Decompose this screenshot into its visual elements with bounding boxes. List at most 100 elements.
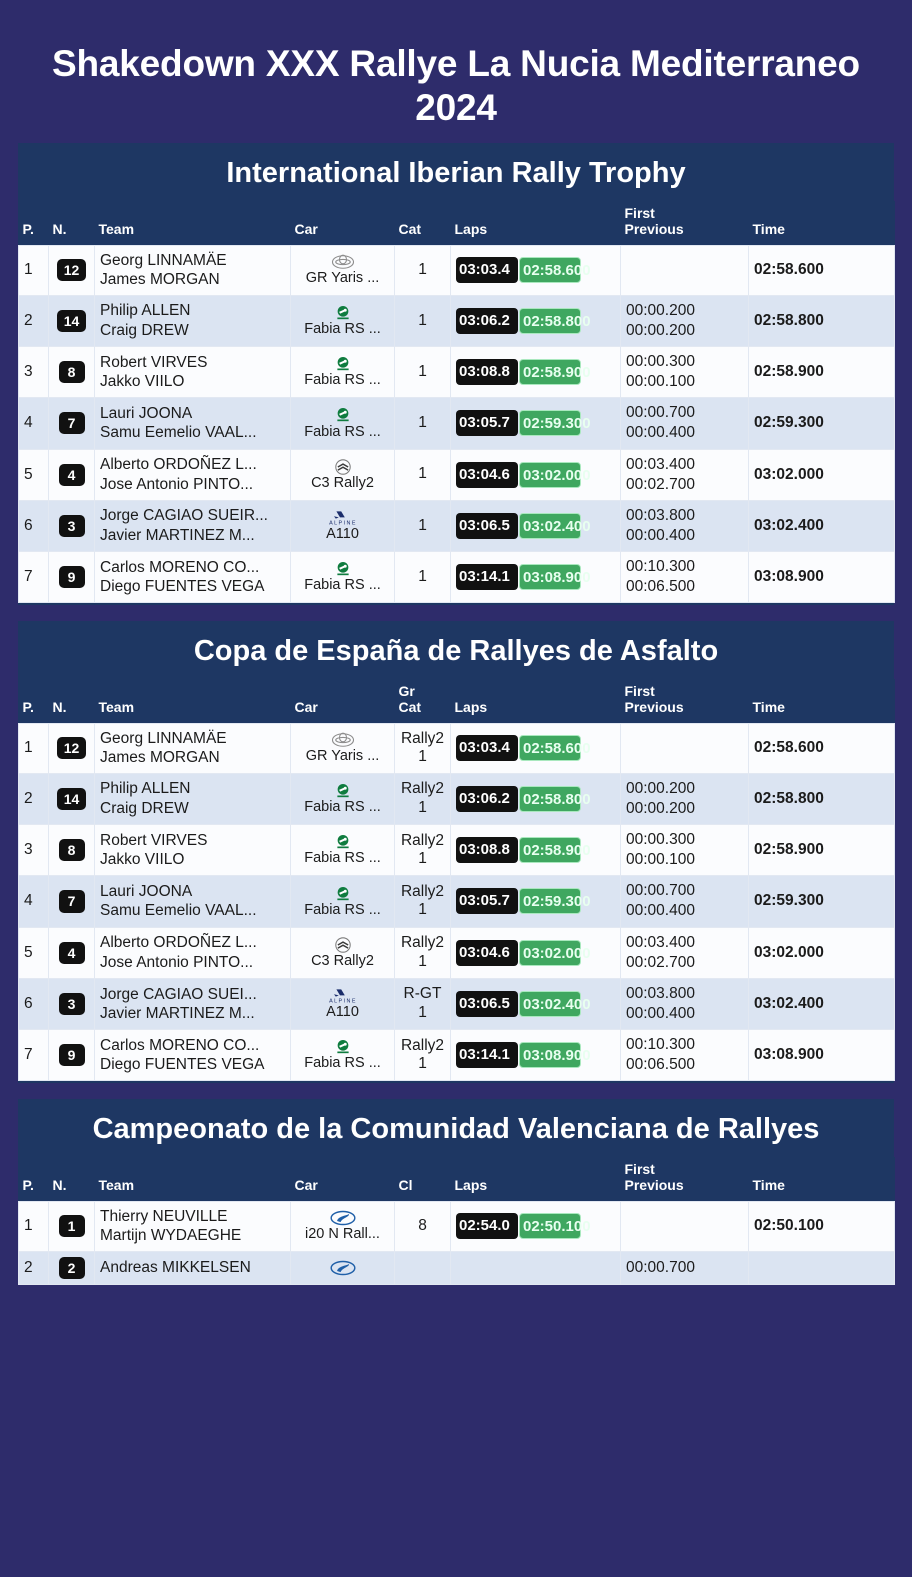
lap-chip-best: 02:58.600 (519, 735, 591, 762)
driver-name: Alberto ORDOÑEZ L... (100, 934, 257, 952)
gap-to-previous: 00:00.200 (626, 799, 695, 817)
cell-car: Fabia RS ... (290, 772, 395, 826)
table-row[interactable]: 6 3 Jorge CAGIAO SUEI... Javier MARTINEZ M.… (18, 977, 895, 1031)
table-row[interactable]: 3 8 Robert VIRVES Jakko VIILO Fabia RS ... 1 0… (18, 345, 895, 399)
cell-total-time (748, 1250, 895, 1285)
car-model-name: GR Yaris ... (305, 271, 380, 287)
cell-total-time: 02:58.800 (748, 772, 895, 826)
header-category: Gr Cat (394, 678, 451, 724)
driver-name: Lauri JOONA (100, 882, 193, 900)
cell-car: C3 Rally2 (290, 448, 395, 501)
start-number-badge: 4 (58, 463, 85, 486)
header-category: Cl (394, 1156, 451, 1202)
gap-to-previous: 00:02.700 (626, 953, 695, 971)
table-row[interactable]: 7 9 Carlos MORENO CO... Diego FUENTES VEGA F… (18, 551, 895, 604)
cell-car: Fabia RS ... (290, 397, 395, 450)
car-model-name: i20 N Rall... (305, 1227, 380, 1243)
gap-to-first: 00:00.700 (626, 882, 695, 900)
citroen-logo-icon (334, 937, 351, 953)
cell-position: 7 (18, 551, 49, 604)
cell-laps: 03:06.2 02:58.800 (450, 772, 621, 826)
cell-number: 7 (48, 875, 95, 928)
cell-total-time: 03:08.900 (748, 1029, 895, 1082)
car-brand-logo (296, 1209, 389, 1226)
start-number-badge: 12 (56, 737, 87, 760)
header-number: N. (48, 200, 95, 246)
cell-team: Alberto ORDOÑEZ L... Jose Antonio PINTO..… (94, 448, 291, 501)
driver-name: Thierry NEUVILLE (100, 1207, 228, 1225)
cell-first-previous: 00:00.200 00:00.200 (620, 772, 749, 826)
cell-car: Fabia RS ... (290, 1029, 395, 1082)
lap-chip-best: 03:02.000 (519, 939, 591, 966)
table-row[interactable]: 2 2 Andreas MIKKELSEN 00:00.700 (18, 1250, 895, 1285)
cell-first-previous: 00:03.800 00:00.400 (620, 977, 749, 1031)
car-brand-logo (296, 782, 389, 799)
cell-total-time: 02:50.100 (748, 1200, 895, 1252)
table-row[interactable]: 1 1 Thierry NEUVILLE Martijn WYDAEGHE i20 N … (18, 1200, 895, 1252)
gap-to-first: 00:03.800 (626, 506, 695, 524)
cell-number: 7 (48, 397, 95, 450)
page-title: Shakedown XXX Rallye La Nucia Mediterran… (52, 43, 860, 128)
gap-to-previous: 00:06.500 (626, 1056, 695, 1074)
table-row[interactable]: 3 8 Robert VIRVES Jakko VIILO Fabia RS ... Ra… (18, 824, 895, 877)
gap-to-first: 00:00.700 (626, 404, 695, 422)
cell-total-time: 03:08.900 (748, 551, 895, 604)
lap-chip-best: 02:59.300 (519, 888, 591, 915)
hyundai-logo-icon (329, 1260, 356, 1275)
lap-chip-first: 03:08.8 (456, 837, 518, 864)
header-first-previous: First Previous (620, 1156, 749, 1202)
gap-to-previous: 00:06.500 (626, 578, 695, 596)
car-brand-logo (296, 355, 389, 372)
gap-to-previous: 00:00.100 (626, 851, 695, 869)
cell-total-time: 02:59.300 (748, 397, 895, 450)
table-row[interactable]: 2 14 Philip ALLEN Craig DREW Fabia RS ... 1 03… (18, 294, 895, 347)
cell-position: 5 (18, 448, 49, 501)
cell-team: Georg LINNAMÄE James MORGAN (94, 244, 291, 296)
svg-text:ALPINE: ALPINE (329, 521, 357, 526)
cell-laps: 03:14.1 03:08.900 (450, 1029, 621, 1082)
cell-car: GR Yaris ... (290, 244, 395, 296)
header-team: Team (94, 200, 291, 246)
table-row[interactable]: 6 3 Jorge CAGIAO SUEIR... Javier MARTINEZ M… (18, 499, 895, 553)
cell-total-time: 03:02.000 (748, 448, 895, 501)
header-number: N. (48, 1156, 95, 1202)
lap-chip-best: 03:02.400 (519, 991, 591, 1018)
table-row[interactable]: 4 7 Lauri JOONA Samu Eemelio VAAL... Fabia R… (18, 875, 895, 928)
codriver-name: Martijn WYDAEGHE (100, 1227, 242, 1245)
table-row[interactable]: 5 4 Alberto ORDOÑEZ L... Jose Antonio PINTO… (18, 448, 895, 501)
table-row[interactable]: 2 14 Philip ALLEN Craig DREW Fabia RS ... Ral… (18, 772, 895, 826)
gap-to-previous: 00:00.400 (626, 526, 695, 544)
cell-car: Fabia RS ... (290, 345, 395, 399)
gap-to-first: 00:03.800 (626, 984, 695, 1002)
car-model-name: Fabia RS ... (304, 578, 381, 594)
start-number-badge: 7 (58, 412, 85, 435)
driver-name: Robert VIRVES (100, 831, 208, 849)
cell-first-previous: 00:00.700 00:00.400 (620, 875, 749, 928)
cell-first-previous: 00:03.800 00:00.400 (620, 499, 749, 553)
cell-car: Fabia RS ... (290, 294, 395, 347)
alpine-logo-icon: ALPINE (329, 989, 355, 1005)
start-number-badge: 8 (58, 361, 85, 384)
cell-category: 8 (394, 1200, 451, 1252)
table-row[interactable]: 5 4 Alberto ORDOÑEZ L... Jose Antonio PINTO… (18, 926, 895, 979)
cell-category: 1 (394, 499, 451, 553)
cell-team: Georg LINNAMÄE James MORGAN (94, 722, 291, 774)
car-brand-logo (296, 731, 389, 748)
cell-position: 1 (18, 244, 49, 296)
cell-total-time: 02:58.900 (748, 345, 895, 399)
cell-position: 5 (18, 926, 49, 979)
table-row[interactable]: 1 12 Georg LINNAMÄE James MORGAN GR Yaris ..… (18, 722, 895, 774)
table-header-row: P. N. Team Car Cl Laps First Previous Time (18, 1156, 895, 1202)
gap-to-first: 00:10.300 (626, 1036, 695, 1054)
table-row[interactable]: 7 9 Carlos MORENO CO... Diego FUENTES VEGA F… (18, 1029, 895, 1082)
table-row[interactable]: 4 7 Lauri JOONA Samu Eemelio VAAL... Fabia R… (18, 397, 895, 450)
table-row[interactable]: 1 12 Georg LINNAMÄE James MORGAN GR Yaris ..… (18, 244, 895, 296)
alpine-logo-icon: ALPINE (329, 511, 357, 527)
car-model-name: GR Yaris ... (305, 749, 380, 765)
start-number-badge: 8 (58, 839, 85, 862)
cell-laps: 03:08.8 02:58.900 (450, 345, 621, 399)
lap-chip-best: 03:08.900 (519, 564, 591, 591)
header-first-previous: First Previous (620, 200, 749, 246)
gap-to-first: 00:00.200 (626, 301, 695, 319)
